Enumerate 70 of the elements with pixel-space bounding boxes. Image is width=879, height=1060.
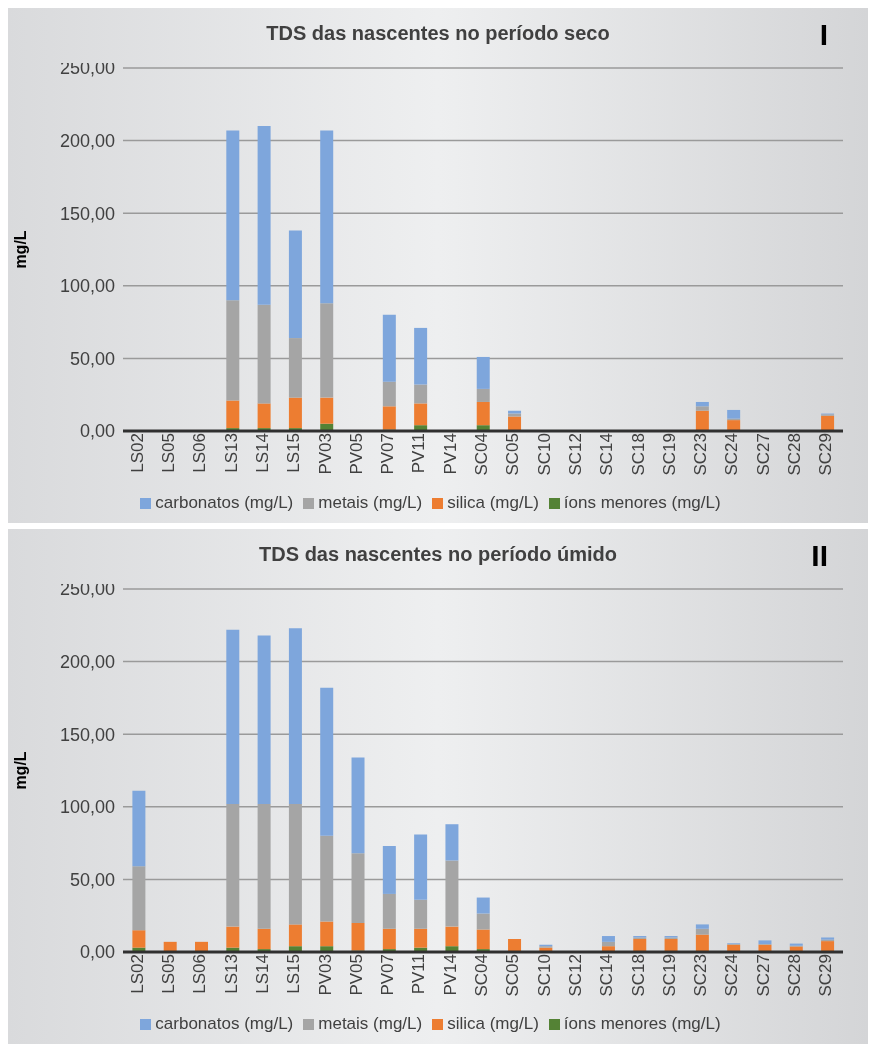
x-tick-label: PV05 [346,433,366,475]
x-tick-label: LS14 [252,433,272,473]
y-tick-label: 50,00 [69,348,115,369]
x-tick-label: SC29 [816,954,836,997]
x-tick-label: SC24 [722,954,742,997]
x-tick-label: SC10 [534,954,554,997]
legend-label: silica (mg/L) [447,1014,539,1033]
x-tick-label: SC14 [597,954,617,997]
x-tick-label: LS15 [284,954,304,994]
x-tick-label: SC04 [472,954,492,997]
x-tick-label: SC18 [628,954,648,997]
y-tick-label: 150,00 [59,724,115,745]
x-tick-label: SC12 [565,433,585,476]
x-tick-label: SC18 [628,433,648,476]
x-tick-label: LS05 [159,954,179,994]
x-tick-label: PV05 [346,954,366,996]
x-tick-label: SC12 [565,954,585,997]
x-tick-label: PV03 [315,433,335,475]
x-tick-label: SC28 [785,954,805,997]
x-tick-label: SC27 [753,433,773,476]
x-tick-label: PV07 [378,954,398,996]
legend-label: carbonatos (mg/L) [155,493,294,512]
x-tick-label: SC23 [691,954,711,997]
x-tick-label: LS06 [190,954,210,994]
x-tick-label: SC05 [503,954,523,997]
y-tick-label: 100,00 [59,797,115,818]
y-tick-label: 100,00 [59,276,115,297]
x-tick-label: LS02 [127,954,147,994]
chart-title: TDS das nascentes no período úmido [259,543,617,565]
x-tick-label: LS02 [127,433,147,473]
x-tick-label: PV11 [409,433,429,474]
y-tick-label: 200,00 [59,130,115,151]
x-tick-label: PV07 [378,433,398,475]
text: I [819,18,828,52]
x-tick-label: SC24 [722,433,742,476]
x-tick-label: SC10 [534,433,554,476]
legend-label: carbonatos (mg/L) [155,1014,294,1033]
x-tick-label: LS13 [221,954,241,994]
y-tick-label: 0,00 [79,421,115,442]
x-tick-label: SC05 [503,433,523,476]
y-tick-label: 0,00 [79,942,115,963]
x-tick-label: SC27 [753,954,773,997]
chart-title: TDS das nascentes no período seco [266,22,610,44]
legend-label: íons menores (mg/L) [563,493,721,512]
x-tick-label: PV03 [315,954,335,996]
x-tick-label: SC23 [691,433,711,476]
legend-label: silica (mg/L) [447,493,539,512]
x-tick-label: PV14 [440,433,460,475]
y-axis-title: mg/L [11,230,29,269]
x-tick-label: LS13 [221,433,241,473]
y-axis-title: mg/L [11,751,29,790]
x-tick-label: SC28 [785,433,805,476]
x-tick-label: SC14 [597,433,617,476]
x-tick-label: SC29 [816,433,836,476]
legend-label: metais (mg/L) [318,493,423,512]
x-tick-label: LS06 [190,433,210,473]
x-tick-label: SC19 [659,954,679,997]
text: II [811,539,828,573]
y-tick-label: 50,00 [69,869,115,890]
x-tick-label: SC19 [659,433,679,476]
x-tick-label: LS05 [159,433,179,473]
x-tick-label: SC04 [472,433,492,476]
x-tick-label: LS14 [252,954,272,994]
y-tick-label: 200,00 [59,651,115,672]
legend-label: íons menores (mg/L) [563,1014,721,1033]
x-tick-label: PV11 [409,954,429,995]
legend-label: metais (mg/L) [318,1014,423,1033]
y-tick-label: 150,00 [59,203,115,224]
x-tick-label: LS15 [284,433,304,473]
x-tick-label: PV14 [440,954,460,996]
